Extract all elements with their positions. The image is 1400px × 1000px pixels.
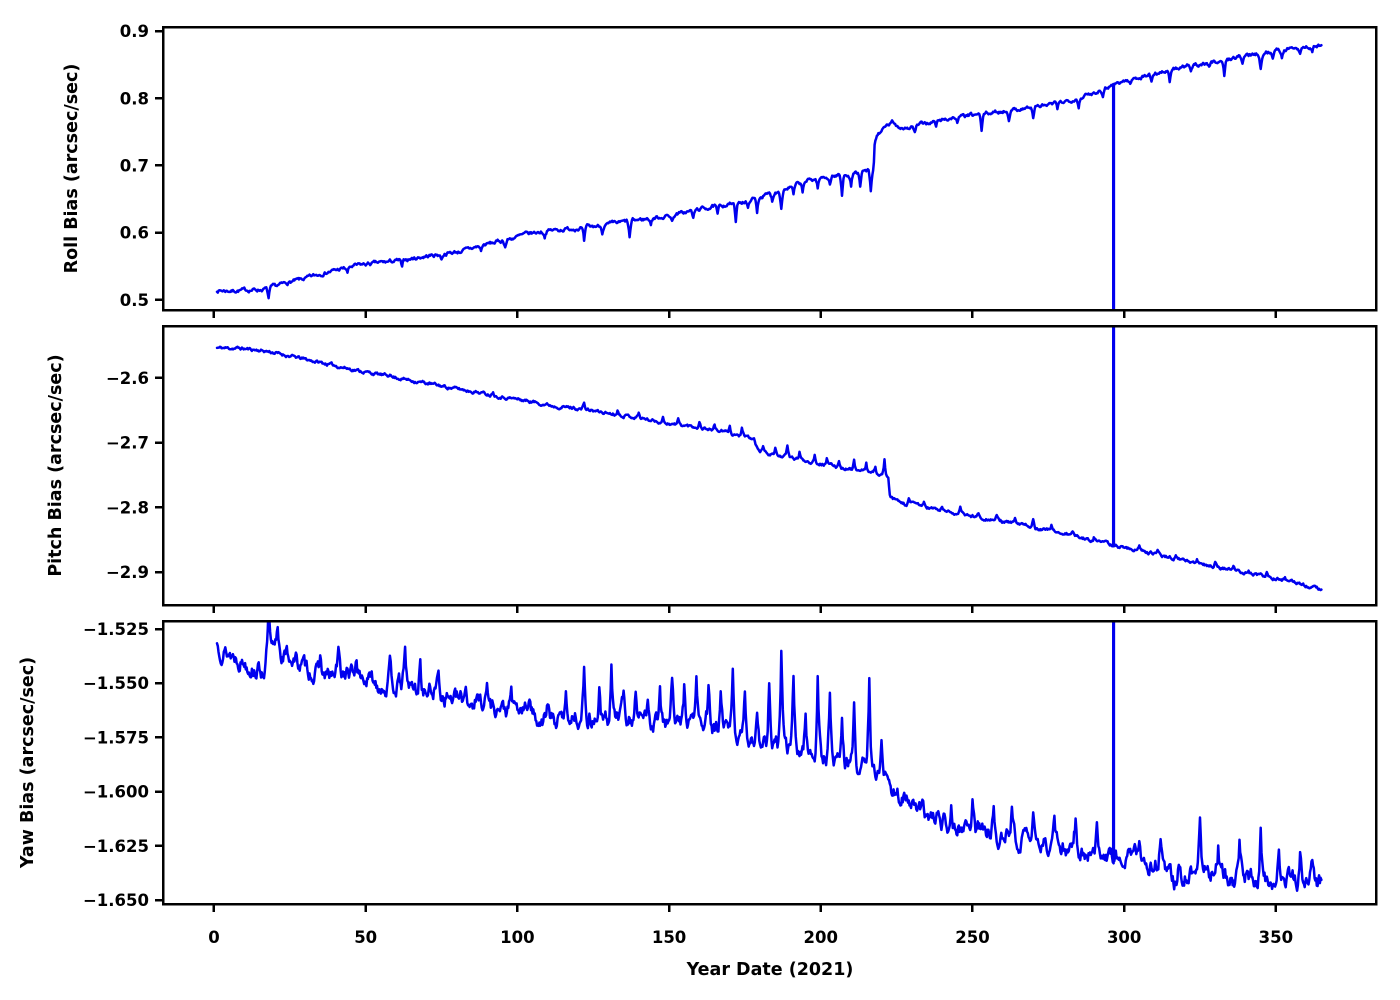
roll_bias-axes-frame [161, 25, 1378, 312]
x-tick-label: 0 [208, 928, 219, 947]
y-tick-label: −2.6 [106, 369, 149, 388]
y-tick-label: 0.5 [120, 291, 149, 310]
pitch_bias-axes-frame [161, 324, 1378, 607]
y-tick-label: 0.8 [120, 89, 149, 108]
y-tick-label: 0.7 [120, 156, 149, 175]
x-tick-label: 100 [500, 928, 534, 947]
y-tick-label: −1.600 [83, 783, 149, 802]
yaw_bias-axes-frame [161, 619, 1378, 906]
y-tick-label: −1.625 [83, 837, 149, 856]
x-axis-label: Year Date (2021) [686, 960, 854, 980]
y-tick-label: −1.525 [83, 620, 149, 639]
y-tick-label: −1.650 [83, 891, 149, 910]
y-tick-label: −1.575 [83, 728, 149, 747]
roll_bias-panel: 0.5 0.6 0.7 0.8 0.9 [120, 22, 1378, 318]
x-tick-label: 250 [955, 928, 989, 947]
y-tick-label: −1.550 [83, 674, 149, 693]
panels-group: 0.50.60.70.80.9−2.6−2.7−2.8−2.9−1.525−1.… [83, 22, 1378, 947]
y-tick-label: −2.9 [106, 563, 149, 582]
y-tick-label: 0.6 [120, 224, 149, 243]
x-tick-label: 300 [1107, 928, 1141, 947]
x-tick-label: 150 [652, 928, 686, 947]
pitch-y-axis-label: Pitch Bias (arcsec/sec) [46, 354, 66, 576]
roll_bias-line [215, 43, 1323, 310]
yaw_bias-panel: −1.525 −1.550 −1.575 −1.600 −1.625 −1.650 0 50 1… [83, 619, 1378, 947]
x-tick-label: 50 [354, 928, 377, 947]
y-tick-label: −2.8 [106, 498, 149, 517]
yaw-y-axis-label: Yaw Bias (arcsec/sec) [18, 657, 38, 869]
x-tick-label: 200 [804, 928, 838, 947]
y-tick-label: 0.9 [120, 22, 149, 41]
roll-y-axis-label: Roll Bias (arcsec/sec) [62, 64, 82, 274]
pitch_bias-panel: −2.6 −2.7 −2.8 −2.9 [106, 324, 1378, 613]
pitch_bias-line [215, 326, 1323, 592]
x-tick-label: 350 [1259, 928, 1293, 947]
yaw_bias-line [215, 621, 1323, 892]
y-tick-label: −2.7 [106, 434, 149, 453]
